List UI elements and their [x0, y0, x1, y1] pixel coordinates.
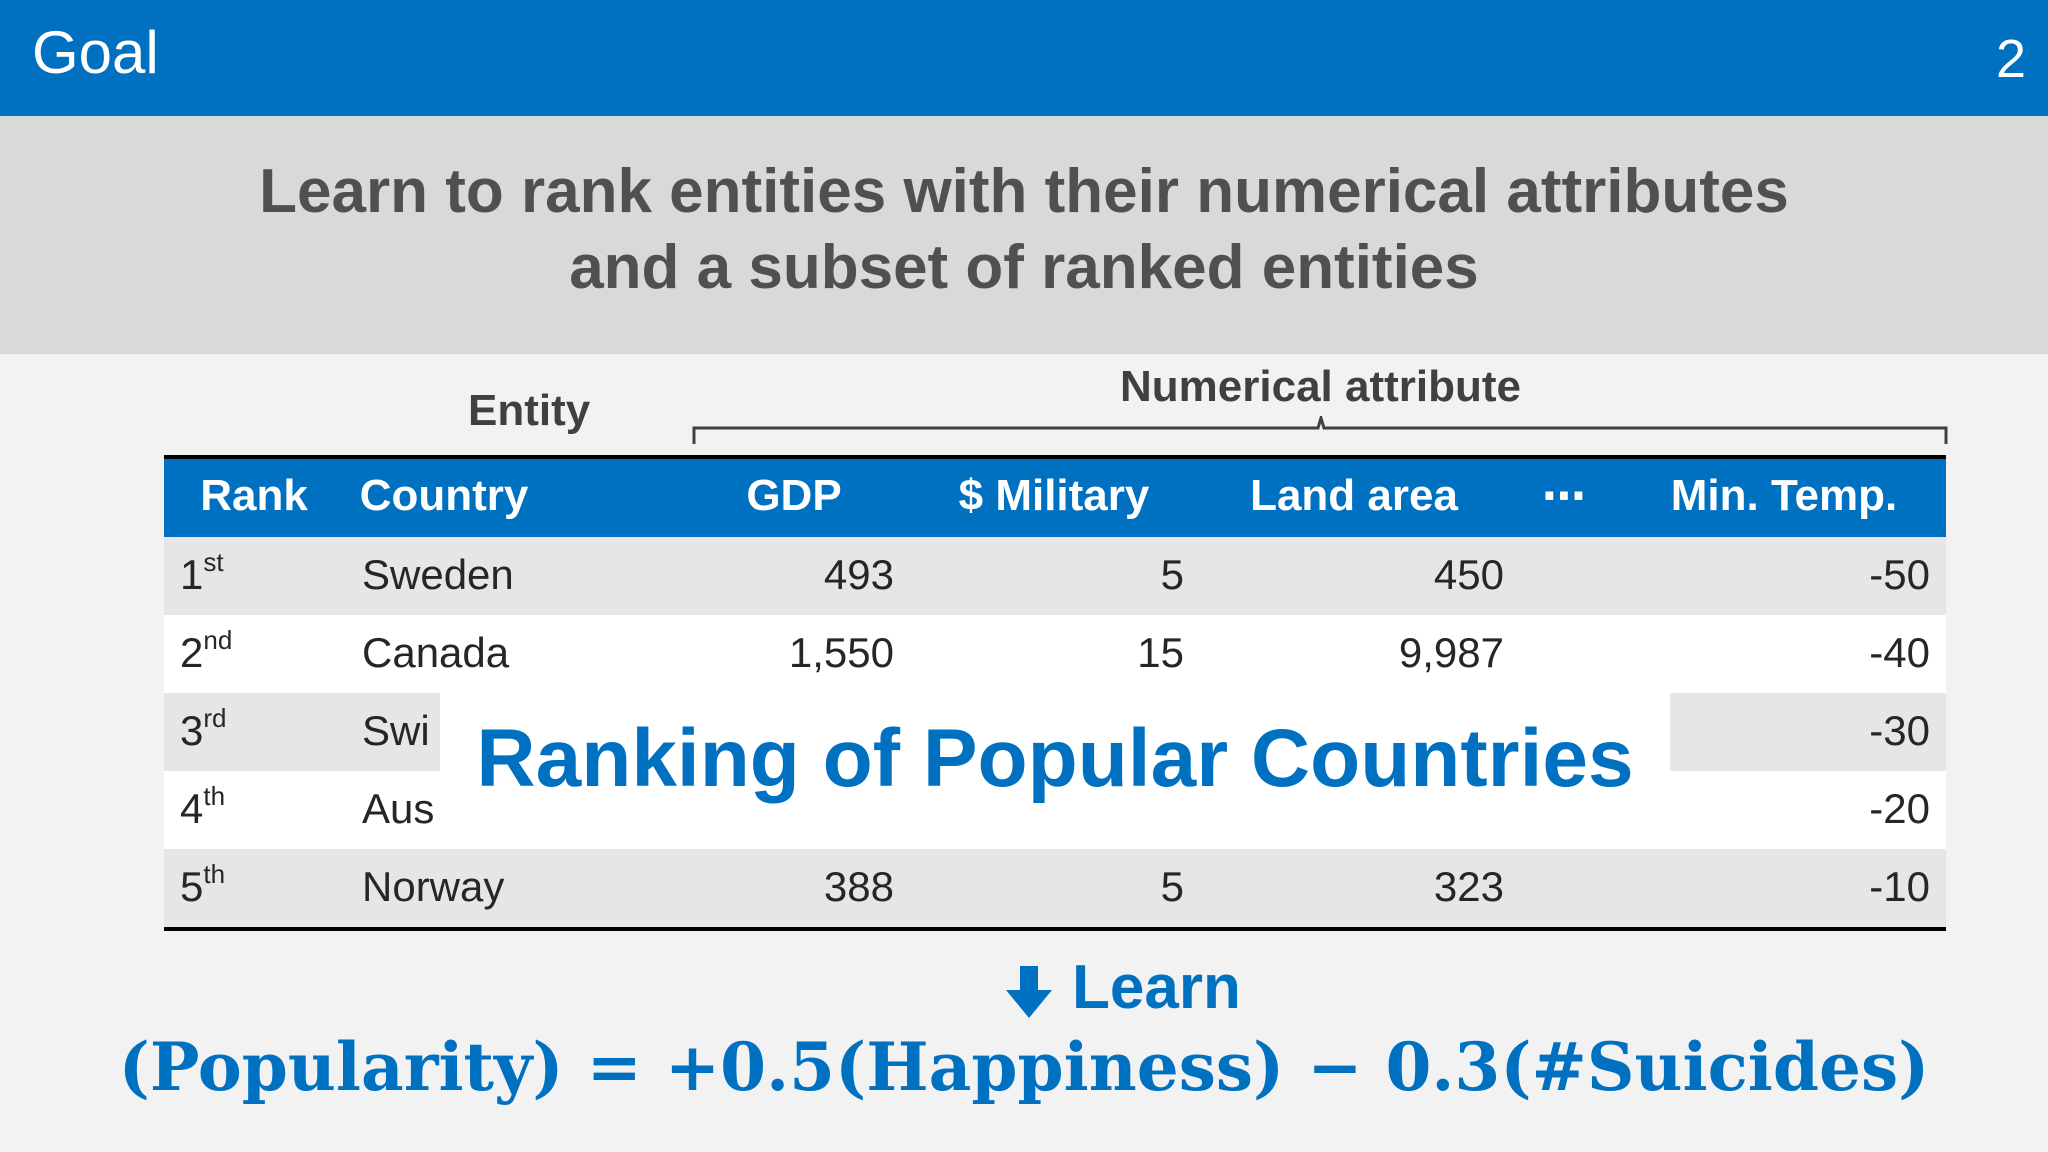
goal-line-2: and a subset of ranked entities: [569, 233, 1479, 302]
rank-cell: 5th: [180, 859, 226, 910]
overlay-box: Ranking of Popular Countries: [440, 680, 1670, 848]
header-military: $ Military: [958, 471, 1150, 520]
table-row: 5th Norway 388 5 323 -10: [164, 849, 1946, 927]
learn-label: Learn: [1072, 953, 1241, 1022]
goal-banner: Learn to rank entities with their numeri…: [0, 116, 2048, 354]
header-land-area: Land area: [1250, 471, 1458, 520]
rank-cell: 3rd: [180, 703, 227, 754]
entity-label: Entity: [468, 386, 591, 435]
rank-cell: 2nd: [180, 625, 233, 676]
rank-cell: 1st: [180, 547, 224, 598]
down-arrow-icon: [1006, 966, 1052, 1018]
header-rank: Rank: [200, 471, 308, 520]
overlay-title: Ranking of Popular Countries: [476, 713, 1634, 804]
attribute-brace: [692, 416, 1948, 444]
min-temp-cell: -20: [1869, 785, 1930, 832]
country-cell: Norway: [362, 863, 505, 910]
gdp-cell: 1,550: [788, 629, 894, 676]
min-temp-cell: -50: [1869, 551, 1930, 598]
min-temp-cell: -10: [1869, 863, 1930, 910]
land-cell: 9,987: [1398, 629, 1504, 676]
gdp-cell: 493: [823, 551, 894, 598]
header-ellipsis: ⋯: [1542, 472, 1586, 521]
gdp-cell: 388: [823, 863, 894, 910]
country-cell: Aus: [362, 785, 435, 832]
numerical-attribute-label: Numerical attribute: [1120, 362, 1521, 411]
slide-title: Goal: [32, 19, 159, 86]
popularity-formula: (Popularity) = +0.5(Happiness) − 0.3(#Su…: [118, 1028, 1930, 1106]
table-row: 1st Sweden 493 5 450 -50: [164, 537, 1946, 615]
military-cell: 5: [1160, 863, 1184, 910]
land-cell: 450: [1433, 551, 1504, 598]
min-temp-cell: -40: [1869, 629, 1930, 676]
goal-line-1: Learn to rank entities with their numeri…: [259, 157, 1789, 226]
header-gdp: GDP: [746, 471, 842, 520]
country-cell: Swi: [362, 707, 430, 754]
header-country: Country: [359, 471, 529, 520]
min-temp-cell: -30: [1869, 707, 1930, 754]
header-min-temp: Min. Temp.: [1670, 471, 1898, 520]
land-cell: 323: [1433, 863, 1504, 910]
slide-header: Goal 2: [0, 0, 2048, 116]
country-cell: Canada: [362, 629, 510, 676]
page-number: 2: [1995, 29, 2026, 89]
table-bottom-rule: [164, 927, 1946, 931]
rank-cell: 4th: [180, 781, 226, 832]
military-cell: 15: [1137, 629, 1184, 676]
military-cell: 5: [1160, 551, 1184, 598]
country-cell: Sweden: [362, 551, 514, 598]
table-header: Rank Country GDP $ Military Land area ⋯ …: [164, 455, 1946, 537]
